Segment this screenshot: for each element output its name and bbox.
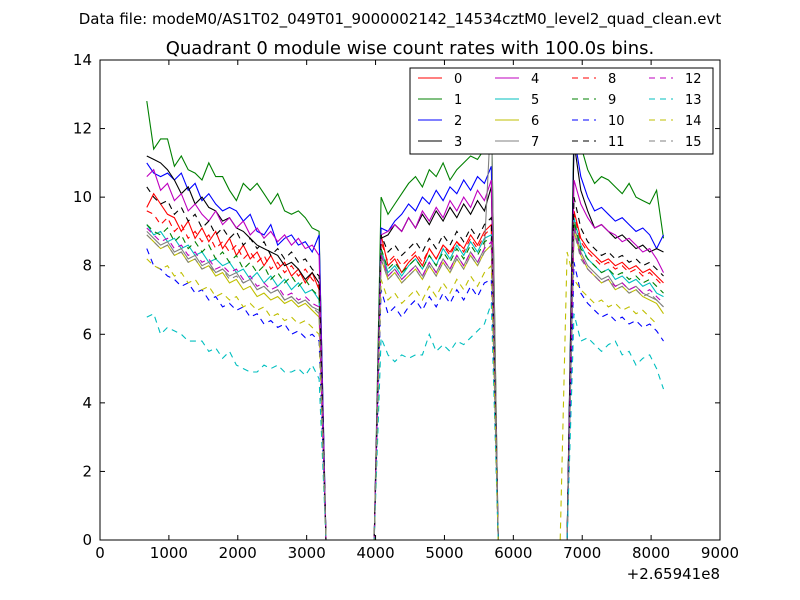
legend-box (409, 67, 714, 155)
chart-title: Quadrant 0 module wise count rates with … (166, 38, 655, 59)
y-tick-label: 4 (82, 394, 92, 412)
x-tick-label: 9000 (701, 544, 739, 562)
legend-label-3: 3 (454, 135, 462, 150)
legend-label-14: 14 (685, 114, 702, 129)
figure-suptitle: Data file: modeM0/AS1T02_049T01_90000021… (79, 10, 722, 29)
legend-label-2: 2 (454, 114, 462, 129)
ticks-layer: 0 1000 2000 3000 4000 5000 6000 7000 8000 9000 0 2 4… (73, 51, 739, 562)
series-line-8 (146, 210, 664, 541)
series-line-11 (146, 186, 664, 541)
x-tick-label: 8000 (632, 544, 670, 562)
legend-label-5: 5 (531, 93, 539, 108)
x-tick-label: 0 (95, 544, 105, 562)
series-line-13 (146, 303, 665, 541)
series-line-5 (146, 217, 664, 541)
x-tick-label: 4000 (356, 544, 394, 562)
legend-label-13: 13 (685, 93, 702, 108)
plot-frame (99, 59, 721, 541)
series-line-14 (146, 251, 657, 541)
y-tick-label: 0 (82, 531, 92, 549)
x-tick-label: 6000 (494, 544, 532, 562)
series-line-9 (146, 220, 664, 541)
y-tick-label: 10 (73, 188, 92, 206)
y-tick-label: 2 (82, 462, 92, 480)
y-tick-label: 12 (73, 120, 92, 138)
series-layer (146, 101, 665, 541)
y-tick-label: 6 (82, 325, 92, 343)
legend-label-8: 8 (608, 72, 616, 87)
legend-label-6: 6 (531, 114, 539, 129)
x-tick-label: 3000 (288, 544, 326, 562)
series-line-10 (146, 248, 664, 541)
legend-label-15: 15 (685, 135, 702, 150)
series-line-4 (146, 168, 664, 541)
x-axis-offset-label: +2.65941e8 (627, 565, 720, 583)
legend-label-4: 4 (531, 72, 539, 87)
x-tick-label: 5000 (425, 544, 463, 562)
legend-label-11: 11 (608, 135, 625, 150)
legend-label-9: 9 (608, 93, 616, 108)
x-tick-label: 2000 (219, 544, 257, 562)
legend-label-10: 10 (608, 114, 625, 129)
series-line-15 (146, 231, 664, 541)
y-tick-label: 8 (82, 257, 92, 275)
series-line-2 (146, 135, 664, 541)
x-tick-label: 1000 (150, 544, 188, 562)
y-tick-label: 14 (73, 51, 92, 69)
series-line-12 (146, 227, 664, 541)
legend-label-0: 0 (454, 72, 462, 87)
legend-label-12: 12 (685, 72, 702, 87)
legend-label-1: 1 (454, 93, 462, 108)
plot-area: 0 1000 2000 3000 4000 5000 6000 7000 8000 9000 0 2 4… (73, 51, 739, 562)
x-tick-label: 7000 (563, 544, 601, 562)
legend-label-7: 7 (531, 135, 539, 150)
series-line-0 (146, 192, 664, 541)
